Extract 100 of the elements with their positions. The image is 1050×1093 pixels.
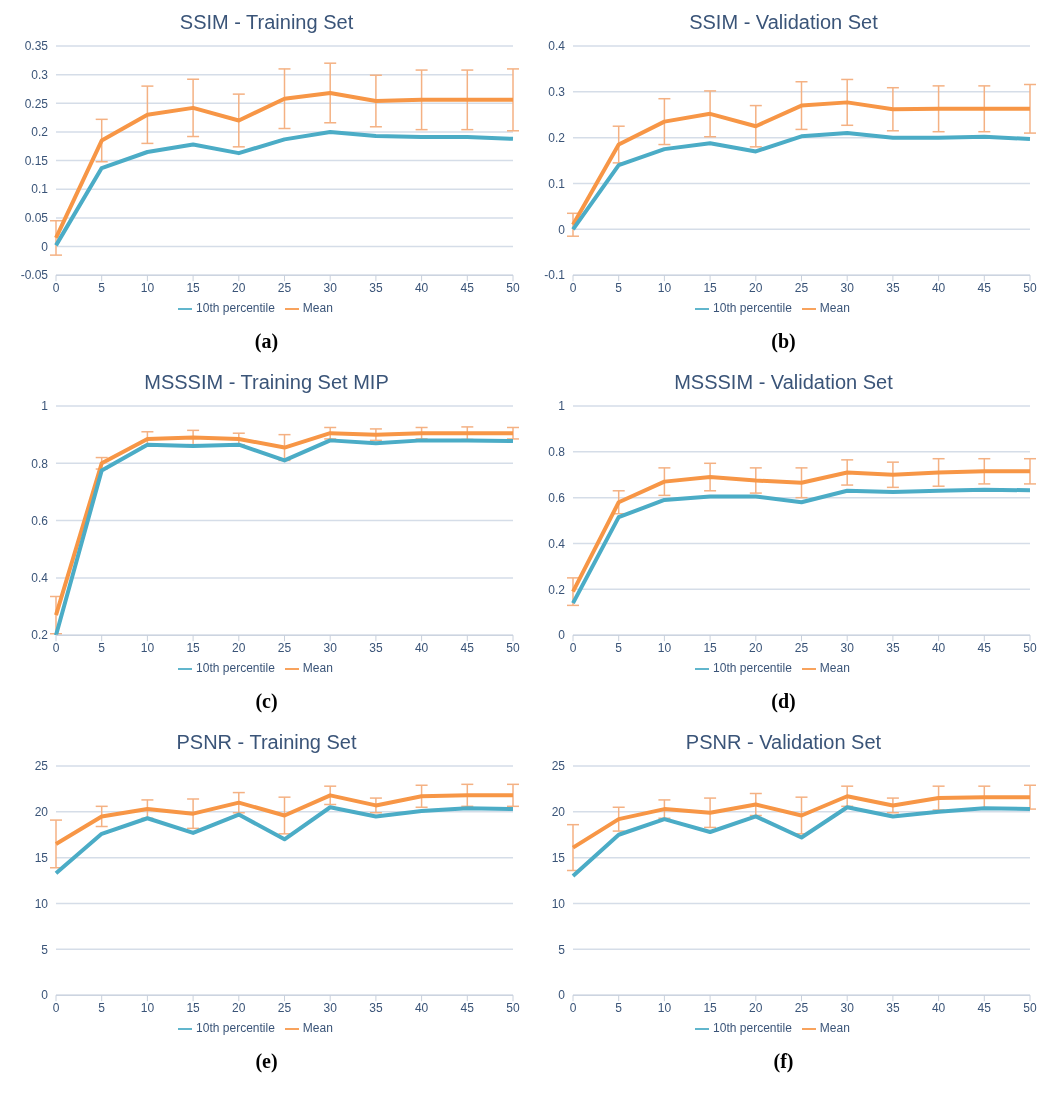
legend-label: 10th percentile — [713, 1021, 792, 1036]
x-tick-label: 15 — [186, 1000, 201, 1015]
x-tick-label: 10 — [140, 280, 155, 295]
y-tick-label: 0.1 — [31, 182, 49, 197]
y-tick-label: 10 — [551, 896, 566, 911]
x-tick-label: 40 — [414, 640, 429, 655]
x-tick-label: 45 — [460, 1000, 475, 1015]
y-tick-label: 0.25 — [24, 96, 49, 111]
x-tick-label: 30 — [323, 640, 338, 655]
x-tick-label: 35 — [886, 280, 900, 295]
x-tick-label: 30 — [323, 1000, 338, 1015]
line-series — [54, 793, 515, 846]
y-tick-label: 1 — [558, 399, 566, 414]
y-tick-label: 0.4 — [548, 39, 566, 54]
x-tick-label: 45 — [460, 640, 475, 655]
x-tick-label: 25 — [794, 280, 809, 295]
x-tick-label: 50 — [1023, 1000, 1037, 1015]
y-tick-label: 0 — [558, 988, 566, 1003]
y-tick-label: 0.2 — [548, 582, 566, 597]
x-tick-label: 0 — [569, 640, 577, 655]
y-tick-label: 0.4 — [548, 536, 566, 551]
x-tick-label: 50 — [506, 640, 520, 655]
y-tick-label: 0.35 — [24, 39, 49, 54]
legend-label: 10th percentile — [196, 1021, 275, 1036]
chart-title: MSSSIM - Validation Set — [673, 370, 894, 395]
y-tick-label: 0.2 — [548, 130, 566, 145]
x-tick-label: 10 — [140, 640, 155, 655]
y-tick-label: 0.2 — [31, 628, 49, 643]
x-tick-label: 5 — [98, 1000, 106, 1015]
x-tick-label: 20 — [749, 280, 763, 295]
y-tick-label: 0.6 — [31, 513, 49, 528]
legend-label: Mean — [302, 1021, 333, 1036]
x-tick-label: 15 — [703, 280, 718, 295]
x-tick-label: 45 — [460, 280, 475, 295]
y-tick-label: 10 — [34, 896, 49, 911]
x-tick-label: 5 — [615, 640, 623, 655]
y-tick-label: 20 — [34, 805, 49, 820]
text: (b) — [770, 330, 797, 353]
x-tick-label: 30 — [840, 280, 855, 295]
y-tick-label: 15 — [551, 850, 566, 865]
x-tick-label: 20 — [749, 1000, 763, 1015]
x-tick-label: 35 — [886, 1000, 900, 1015]
y-tick-label: 0.15 — [24, 153, 49, 168]
y-tick-label: 0 — [41, 239, 49, 254]
x-tick-label: 45 — [977, 280, 992, 295]
x-tick-label: 15 — [703, 1000, 718, 1015]
text: (d) — [770, 690, 797, 713]
y-tick-label: 0.05 — [24, 211, 49, 226]
x-tick-label: 50 — [1023, 280, 1037, 295]
y-tick-label: 0.4 — [31, 571, 49, 586]
line-series — [54, 129, 515, 248]
y-tick-label: 20 — [551, 805, 566, 820]
legend-label: 10th percentile — [196, 661, 275, 676]
x-tick-label: 15 — [186, 640, 201, 655]
x-tick-label: 40 — [931, 280, 946, 295]
x-tick-label: 35 — [369, 640, 383, 655]
y-tick-label: 0 — [41, 988, 49, 1003]
x-tick-label: 50 — [506, 1000, 520, 1015]
x-tick-label: 25 — [277, 1000, 292, 1015]
x-tick-label: 5 — [615, 280, 623, 295]
x-tick-label: 20 — [232, 1000, 246, 1015]
x-tick-label: 10 — [657, 640, 672, 655]
legend-label: Mean — [302, 301, 333, 316]
x-tick-label: 40 — [414, 1000, 429, 1015]
legend-label: Mean — [819, 661, 850, 676]
x-tick-label: 15 — [703, 640, 718, 655]
line-series — [571, 131, 1032, 232]
x-tick-label: 40 — [931, 1000, 946, 1015]
text: (c) — [254, 690, 279, 713]
legend-label: 10th percentile — [196, 301, 275, 316]
y-tick-label: 1 — [41, 399, 49, 414]
x-tick-label: 45 — [977, 640, 992, 655]
line-series — [54, 805, 515, 876]
x-tick-label: 50 — [506, 280, 520, 295]
x-tick-label: 0 — [52, 1000, 60, 1015]
x-tick-label: 30 — [840, 640, 855, 655]
text: (a) — [253, 330, 280, 353]
legend-label: Mean — [819, 301, 850, 316]
chart-title: SSIM - Training Set — [178, 10, 355, 35]
x-tick-label: 0 — [52, 280, 60, 295]
x-tick-label: 35 — [369, 1000, 383, 1015]
line-series — [571, 487, 1032, 606]
line-series — [571, 805, 1032, 878]
y-tick-label: 0.3 — [548, 85, 566, 100]
chart-title: MSSSIM - Training Set MIP — [143, 370, 390, 395]
x-tick-label: 40 — [414, 280, 429, 295]
y-tick-label: 5 — [41, 942, 49, 957]
legend-label: Mean — [302, 661, 333, 676]
line-series — [571, 100, 1032, 227]
x-tick-label: 30 — [840, 1000, 855, 1015]
y-tick-label: 5 — [558, 942, 566, 957]
y-tick-label: -0.05 — [20, 268, 49, 283]
text: (f) — [772, 1050, 795, 1073]
y-tick-label: 25 — [551, 759, 566, 774]
x-tick-label: 5 — [98, 640, 106, 655]
x-tick-label: 25 — [794, 640, 809, 655]
x-tick-label: 40 — [931, 640, 946, 655]
y-tick-label: -0.1 — [544, 268, 566, 283]
y-tick-label: 0.8 — [31, 456, 49, 471]
legend-label: 10th percentile — [713, 661, 792, 676]
